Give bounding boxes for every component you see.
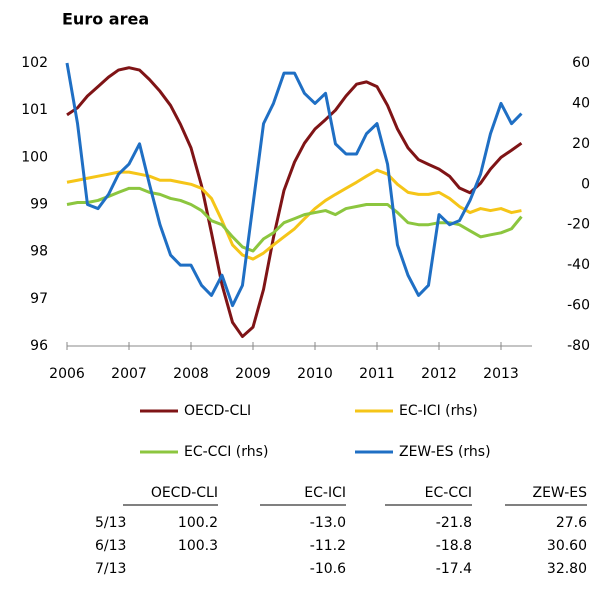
table-cell: -10.6 [310,561,346,577]
table-cell: 100.2 [178,515,218,531]
legend-label: OECD-CLI [184,403,251,419]
x-tick-label: 2007 [111,366,147,382]
y2-tick-label: -20 [567,217,590,233]
y-tick-label: 102 [21,55,48,71]
y-tick-label: 97 [30,291,48,307]
table-cell: 30.60 [547,538,587,554]
x-tick-label: 2006 [49,366,85,382]
table-cell: 27.6 [556,515,587,531]
y-tick-label: 101 [21,102,48,118]
table-cell: -18.8 [436,538,472,554]
row-label: 5/13 [95,515,126,531]
table-cell: -21.8 [436,515,472,531]
x-tick-label: 2013 [483,366,519,382]
table-header: ZEW-ES [533,485,588,501]
y-tick-label: 100 [21,149,48,165]
series-line [66,186,523,253]
row-label: 7/13 [95,561,126,577]
series-line [65,62,523,308]
table-cell: -11.2 [310,538,346,554]
series-line [66,168,522,261]
legend-label: EC-CCI (rhs) [184,444,268,460]
y2-tick-label: 60 [572,55,590,71]
table-cell: -17.4 [436,561,472,577]
table-header: OECD-CLI [151,485,218,501]
series-line [66,66,523,339]
y-tick-label: 96 [30,338,48,354]
y2-tick-label: -60 [567,298,590,314]
legend-label: ZEW-ES (rhs) [399,444,491,460]
y2-tick-label: -80 [567,338,590,354]
x-tick-label: 2008 [173,366,209,382]
y2-tick-label: 0 [581,176,590,192]
table-header: EC-ICI [304,485,346,501]
y-tick-label: 99 [30,197,48,213]
y2-tick-label: 20 [572,136,590,152]
y-tick-label: 98 [30,244,48,260]
table-header: EC-CCI [425,485,472,501]
x-tick-label: 2009 [235,366,271,382]
table-cell: -13.0 [310,515,346,531]
x-tick-label: 2011 [359,366,395,382]
y2-tick-label: -40 [567,257,590,273]
x-tick-label: 2012 [421,366,457,382]
row-label: 6/13 [95,538,126,554]
chart-title: Euro area [62,10,149,29]
legend-label: EC-ICI (rhs) [399,403,478,419]
table-cell: 100.3 [178,538,218,554]
table-cell: 32.80 [547,561,587,577]
x-tick-label: 2010 [297,366,333,382]
y2-tick-label: 40 [572,95,590,111]
